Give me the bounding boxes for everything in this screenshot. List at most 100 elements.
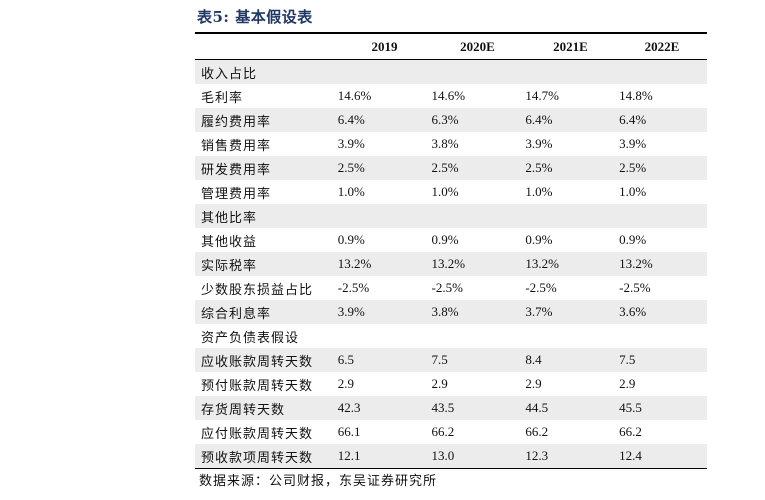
row-value-2020e: 14.6% [431, 88, 466, 103]
header-cell-2019: 2019 [371, 38, 398, 54]
row-value-2019: 42.3 [337, 400, 361, 415]
row-label: 综合利息率 [201, 306, 272, 322]
row-label: 毛利率 [201, 90, 244, 106]
row-value-2021e: 13.2% [525, 256, 559, 271]
row-value-2021e: 44.5 [525, 400, 549, 415]
row-value-2020e: 0.9% [431, 232, 459, 247]
table-body: 收入占比毛利率 14.6% 14.6% 14.7% 14.8% 履约费用率 6.4% 6.3%… [195, 60, 707, 468]
row-value-2020e: 7.5 [431, 352, 448, 367]
table-row: 应付账款周转天数 66.1 66.2 66.2 66.2 [195, 420, 707, 444]
row-value-2019: 14.6% [337, 88, 372, 103]
row-value-2019: 2.9 [337, 376, 354, 391]
row-value-2019: 6.5 [337, 352, 354, 367]
row-value-2022e: 3.6% [619, 304, 647, 319]
table-row: 管理费用率 1.0% 1.0% 1.0% 1.0% [195, 180, 707, 204]
table-row: 其他收益 0.9% 0.9% 0.9% 0.9% [195, 228, 707, 252]
row-label: 资产负债表假设 [201, 330, 300, 346]
table-row: 应收账款周转天数 6.5 7.5 8.4 7.5 [195, 348, 707, 372]
row-label: 预付账款周转天数 [201, 378, 314, 394]
row-value-2022e: -2.5% [619, 280, 651, 295]
row-label: 其他收益 [201, 234, 258, 250]
row-value-2021e: 3.7% [525, 304, 553, 319]
row-label: 研发费用率 [201, 162, 272, 178]
row-label: 存货周转天数 [201, 402, 286, 418]
row-value-2019: 12.1 [337, 448, 361, 463]
table-row: 销售费用率 3.9% 3.8% 3.9% 3.9% [195, 132, 707, 156]
row-value-2022e: 2.5% [619, 160, 647, 175]
row-value-2020e: -2.5% [431, 280, 463, 295]
table-top-rule [195, 32, 707, 34]
row-value-2022e: 2.9 [619, 376, 636, 391]
table-row: 预付账款周转天数 2.9 2.9 2.9 2.9 [195, 372, 707, 396]
row-value-2021e: 14.7% [525, 88, 559, 103]
row-value-2019: 1.0% [337, 184, 365, 199]
table-bottom-rule [195, 468, 707, 469]
table-row: 少数股东损益占比 -2.5% -2.5% -2.5% -2.5% [195, 276, 707, 300]
row-label: 管理费用率 [201, 186, 272, 202]
row-value-2021e: 0.9% [525, 232, 553, 247]
row-label: 少数股东损益占比 [201, 282, 314, 298]
row-value-2022e: 14.8% [619, 88, 653, 103]
row-value-2020e: 6.3% [431, 112, 459, 127]
row-value-2020e: 43.5 [431, 400, 455, 415]
row-value-2020e: 3.8% [431, 136, 459, 151]
header-cell-2020e: 2020E [460, 38, 495, 54]
row-label: 其他比率 [201, 210, 258, 226]
row-value-2020e: 2.5% [431, 160, 459, 175]
table-row: 履约费用率 6.4% 6.3% 6.4% 6.4% [195, 108, 707, 132]
table-title: 表5: 基本假设表 [197, 8, 313, 26]
table-row: 综合利息率 3.9% 3.8% 3.7% 3.6% [195, 300, 707, 324]
row-value-2022e: 7.5 [619, 352, 636, 367]
row-value-2021e: 66.2 [525, 424, 549, 439]
row-value-2022e: 12.4 [619, 448, 642, 463]
table-row: 毛利率 14.6% 14.6% 14.7% 14.8% [195, 84, 707, 108]
row-value-2021e: -2.5% [525, 280, 557, 295]
row-label: 应付账款周转天数 [201, 426, 314, 442]
row-value-2019: 13.2% [337, 256, 372, 271]
row-value-2020e: 2.9 [431, 376, 448, 391]
header-cell-2021e: 2021E [553, 38, 588, 54]
row-value-2019: 6.4% [337, 112, 365, 127]
row-value-2022e: 3.9% [619, 136, 647, 151]
row-value-2020e: 3.8% [431, 304, 459, 319]
row-value-2019: 66.1 [337, 424, 361, 439]
row-value-2021e: 1.0% [525, 184, 553, 199]
row-value-2020e: 66.2 [431, 424, 455, 439]
table-row: 存货周转天数 42.3 43.5 44.5 45.5 [195, 396, 707, 420]
row-value-2020e: 13.0 [431, 448, 455, 463]
row-value-2022e: 1.0% [619, 184, 647, 199]
header-cell-2022e: 2022E [644, 38, 680, 54]
assumption-table: 2019 2020E 2021E 2022E 收入占比毛利率 14.6% 14.6%… [195, 32, 707, 469]
row-value-2022e: 66.2 [619, 424, 642, 439]
row-value-2019: -2.5% [337, 280, 370, 295]
row-label: 预收款项周转天数 [201, 450, 314, 466]
table-row: 预收款项周转天数 12.1 13.0 12.3 12.4 [195, 444, 707, 468]
table-row: 资产负债表假设 [195, 324, 707, 348]
row-value-2021e: 12.3 [525, 448, 549, 463]
source-note: 数据来源：公司财报，东吴证券研究所 [199, 474, 438, 489]
table-row: 实际税率 13.2% 13.2% 13.2% 13.2% [195, 252, 707, 276]
row-value-2022e: 45.5 [619, 400, 642, 415]
row-value-2022e: 13.2% [619, 256, 653, 271]
row-label: 销售费用率 [201, 138, 272, 154]
row-label: 履约费用率 [201, 114, 272, 130]
row-label: 收入占比 [201, 66, 258, 82]
row-value-2021e: 2.9 [525, 376, 542, 391]
row-value-2019: 3.9% [337, 136, 365, 151]
row-label: 实际税率 [201, 258, 258, 274]
row-value-2022e: 0.9% [619, 232, 647, 247]
table-row: 其他比率 [195, 204, 707, 228]
table-header-row: 2019 2020E 2021E 2022E [195, 34, 707, 60]
row-value-2022e: 6.4% [619, 112, 647, 127]
row-value-2021e: 2.5% [525, 160, 553, 175]
table-row: 收入占比 [195, 60, 707, 84]
row-value-2021e: 6.4% [525, 112, 553, 127]
row-label: 应收账款周转天数 [201, 354, 314, 370]
table-row: 研发费用率 2.5% 2.5% 2.5% 2.5% [195, 156, 707, 180]
row-value-2021e: 3.9% [525, 136, 553, 151]
row-value-2019: 2.5% [337, 160, 365, 175]
row-value-2020e: 1.0% [431, 184, 459, 199]
row-value-2019: 0.9% [337, 232, 365, 247]
row-value-2019: 3.9% [337, 304, 365, 319]
row-value-2021e: 8.4 [525, 352, 542, 367]
